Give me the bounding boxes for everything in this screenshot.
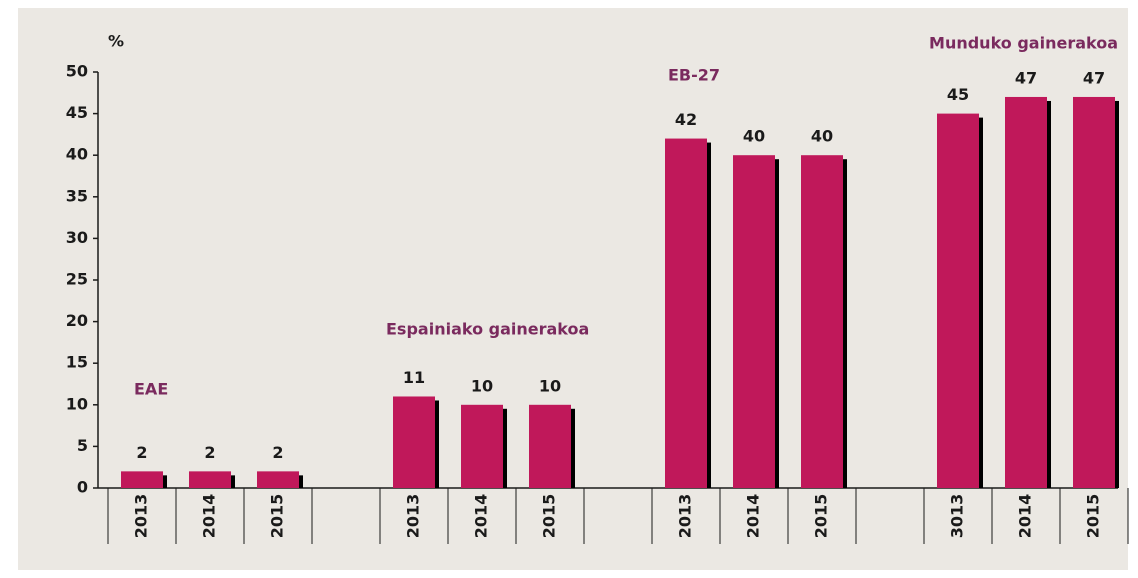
y-tick-label: 15 — [66, 353, 88, 372]
bar — [733, 155, 775, 488]
bar — [393, 396, 435, 488]
y-tick-label: 5 — [77, 436, 88, 455]
x-tick-label: 3013 — [948, 494, 967, 539]
group-label: EAE — [134, 380, 168, 399]
x-tick-label: 2013 — [676, 494, 695, 539]
bar — [937, 113, 979, 488]
group-label: Espainiako gainerakoa — [386, 320, 589, 339]
bar — [529, 404, 571, 488]
x-tick-label: 2015 — [812, 494, 831, 539]
value-label: 42 — [675, 110, 697, 129]
group-label: Munduko gainerakoa — [929, 34, 1118, 53]
value-label: 10 — [539, 376, 561, 395]
bar — [1005, 96, 1047, 489]
y-tick-label: 45 — [66, 103, 88, 122]
bar — [1073, 96, 1115, 489]
x-tick-label: 2015 — [1084, 494, 1103, 539]
bar — [189, 471, 231, 488]
x-tick-label: 2013 — [132, 494, 151, 539]
x-tick-label: 2015 — [268, 494, 287, 539]
y-tick-label: 35 — [66, 186, 88, 205]
bar — [665, 138, 707, 488]
y-tick-label: 0 — [77, 478, 88, 497]
bar — [801, 155, 843, 488]
y-tick-label: 20 — [66, 311, 88, 330]
x-tick-label: 2014 — [472, 494, 491, 539]
y-tick-label: 40 — [66, 145, 88, 164]
value-label: 2 — [136, 443, 147, 462]
y-tick-label: 10 — [66, 394, 88, 413]
value-label: 45 — [947, 85, 969, 104]
x-tick-label: 2014 — [744, 494, 763, 539]
value-label: 2 — [204, 443, 215, 462]
bar — [461, 404, 503, 488]
value-label: 11 — [403, 368, 425, 387]
x-tick-label: 2014 — [1016, 494, 1035, 539]
value-label: 10 — [471, 376, 493, 395]
value-label: 40 — [811, 127, 833, 146]
group-label: EB-27 — [668, 66, 720, 85]
value-label: 40 — [743, 127, 765, 146]
y-tick-label: 25 — [66, 270, 88, 289]
value-label: 47 — [1083, 68, 1105, 87]
x-tick-label: 2013 — [404, 494, 423, 539]
value-label: 2 — [272, 443, 283, 462]
value-label: 47 — [1015, 68, 1037, 87]
bar — [121, 471, 163, 488]
x-tick-label: 2015 — [540, 494, 559, 539]
x-tick-label: 2014 — [200, 494, 219, 539]
y-unit: % — [108, 32, 124, 51]
bar — [257, 471, 299, 488]
y-tick-label: 50 — [66, 62, 88, 81]
y-tick-label: 30 — [66, 228, 88, 247]
